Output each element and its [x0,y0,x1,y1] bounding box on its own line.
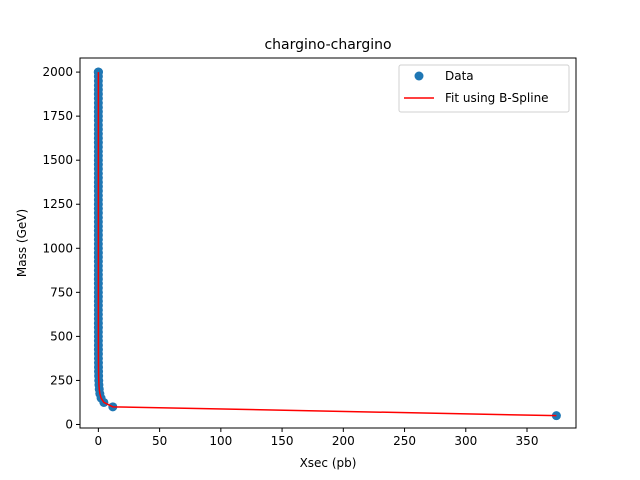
x-axis-label: Xsec (pb) [300,456,357,470]
fit-line [97,72,557,417]
y-tick-label: 0 [65,417,73,431]
y-tick-label: 2000 [42,65,73,79]
plot-frame [79,57,577,429]
legend-data-marker [414,71,424,81]
y-axis-label: Mass (GeV) [15,209,29,277]
data-point [551,411,561,421]
chart-title: chargino-chargino [264,37,391,53]
legend-fit-label: Fit using B-Spline [445,91,549,105]
x-tick-label: 250 [393,434,416,448]
y-tick-label: 1250 [42,197,73,211]
x-tick-label: 0 [95,434,103,448]
legend-box [398,64,570,113]
y-axis-ticks: 0 250 500 750 1000 1250 1500 1750 2000 [42,65,80,431]
x-tick-label: 50 [152,434,167,448]
x-tick-label: 150 [271,434,294,448]
x-tick-label: 200 [332,434,355,448]
y-tick-label: 500 [50,329,73,343]
x-tick-label: 300 [454,434,477,448]
y-tick-label: 1750 [42,109,73,123]
y-tick-label: 1500 [42,153,73,167]
data-point [93,67,103,77]
x-axis-ticks: 0 50 100 150 200 250 300 350 [95,428,539,448]
y-tick-label: 1000 [42,241,73,255]
legend-data-label: Data [445,69,474,83]
x-tick-label: 100 [209,434,232,448]
legend: Data Fit using B-Spline [398,64,570,113]
y-tick-label: 750 [50,285,73,299]
x-tick-label: 350 [516,434,539,448]
series-layer [93,67,561,421]
y-tick-label: 250 [50,373,73,387]
